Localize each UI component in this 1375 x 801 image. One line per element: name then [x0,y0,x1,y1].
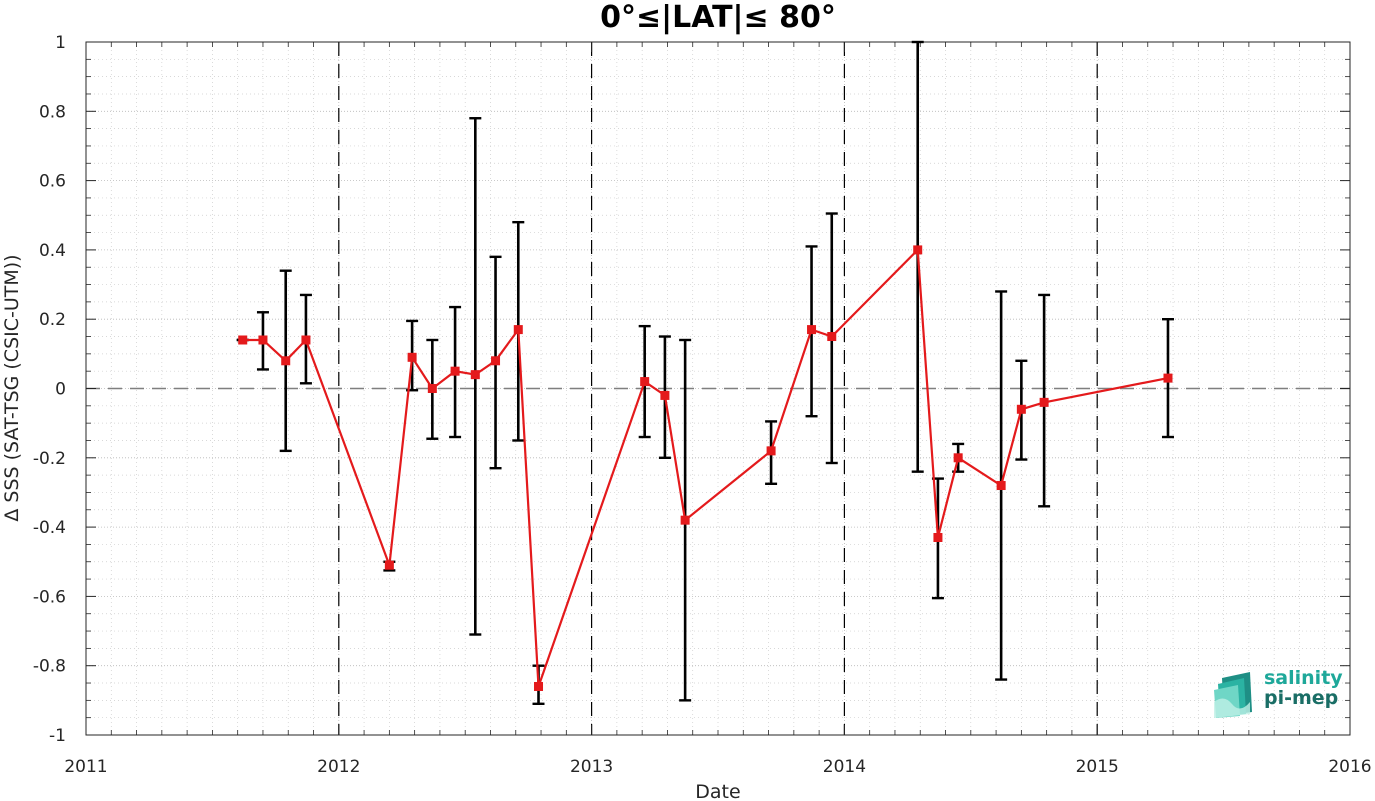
y-tick-label: -1 [49,726,66,746]
series-markers [238,245,1173,691]
y-tick-label: -0.8 [33,657,66,677]
y-tick-label: 0 [55,380,66,400]
wave-icon [1214,672,1252,718]
x-tick-label: 2014 [823,757,866,777]
y-tick-label: 0.4 [39,241,66,261]
data-point-marker [427,384,437,393]
x-tick-labels: 2011 2012 2013 2014 2015 2016 [64,757,1371,777]
year-separators [338,42,1098,735]
data-point-marker [491,356,501,366]
series-line [242,247,1169,687]
data-point-marker [1016,404,1026,414]
x-tick-label: 2013 [570,757,613,777]
data-point-marker [680,515,690,525]
logo-text-salinity: salinity [1264,667,1343,689]
x-tick-label: 2016 [1328,757,1371,777]
data-point-marker [238,335,248,345]
data-point-marker [996,481,1006,491]
y-tick-label: 0.6 [39,172,66,192]
y-tick-labels: -1 -0.8 -0.6 -0.4 -0.2 0 0.2 0.4 0.6 0.8 1 [33,33,66,746]
data-point-marker [660,390,670,400]
data-point-marker [933,532,943,542]
y-tick-label: -0.6 [33,587,66,607]
data-point-marker [450,366,460,376]
series-line [242,247,1169,687]
axis-ticks [85,41,1351,736]
data-point-marker [534,681,544,691]
y-tick-label: 0.2 [39,310,66,330]
logo-text-pi-mep: pi-mep [1264,687,1339,709]
x-tick-label: 2012 [317,757,360,777]
y-tick-label: 0.8 [39,102,66,122]
data-point-marker [953,453,963,463]
data-point-marker [1163,373,1173,383]
x-tick-label: 2011 [64,757,107,777]
data-point-marker [281,356,291,366]
data-point-marker [913,245,923,255]
y-axis-title: Δ SSS (SAT-TSG (CSIC-UTM)) [1,254,23,521]
y-tick-label: -0.4 [33,518,66,538]
data-point-marker [384,560,394,570]
data-point-marker [470,370,480,380]
x-tick-label: 2015 [1076,757,1119,777]
data-point-marker [1039,397,1049,407]
data-point-marker [301,335,311,345]
salinity-pi-mep-logo: salinity pi-mep [1214,668,1344,718]
data-point-marker [258,335,268,345]
x-axis-title: Date [695,781,740,801]
data-point-marker [640,377,650,387]
data-point-marker [407,352,417,362]
error-bars [236,40,1174,706]
y-tick-label: -0.2 [33,449,66,469]
data-point-marker [766,446,776,456]
data-point-marker [513,325,523,335]
y-tick-label: 1 [55,33,66,53]
data-point-marker [827,332,837,342]
data-point-marker [807,325,817,335]
chart-title: 0°≤|LAT|≤ 80° [600,0,836,35]
